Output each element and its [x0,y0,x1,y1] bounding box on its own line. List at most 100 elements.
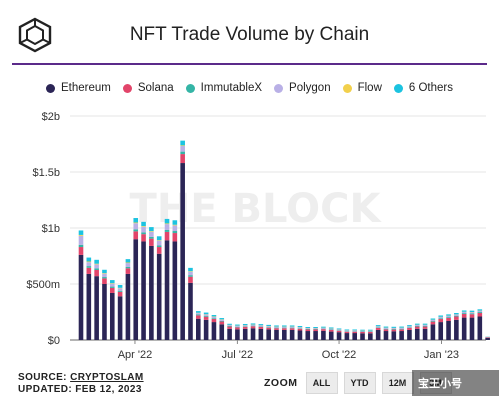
bar-segment-6-others[interactable] [188,267,193,272]
bar-segment-polygon[interactable] [289,326,295,328]
bar-segment-ethereum[interactable] [477,316,483,340]
bar-segment-polygon[interactable] [250,324,256,326]
bar-segment-6-others[interactable] [282,325,287,327]
bar-segment-ethereum[interactable] [149,245,154,340]
bar-segment-solana[interactable] [172,233,178,242]
bar-segment-polygon[interactable] [407,326,412,328]
bar-segment-polygon[interactable] [430,319,436,321]
bar-segment-flow[interactable] [78,234,84,236]
bar-segment-solana[interactable] [141,234,146,242]
bar-segment-6-others[interactable] [375,325,381,327]
bar-segment-solana[interactable] [485,337,490,338]
bar-segment-ethereum[interactable] [156,253,162,340]
bar-segment-polygon[interactable] [164,224,170,230]
bar-segment-ethereum[interactable] [407,329,412,340]
bar-segment-ethereum[interactable] [180,163,185,340]
bar-segment-6-others[interactable] [211,315,217,317]
bar-segment-flow[interactable] [164,223,170,225]
bar-segment-ethereum[interactable] [430,324,436,340]
bar-segment-polygon[interactable] [219,319,225,321]
bar-segment-6-others[interactable] [219,318,225,320]
bar-segment-6-others[interactable] [117,285,123,288]
bar-segment-ethereum[interactable] [289,329,295,340]
bar-segment-6-others[interactable] [328,327,334,329]
bar-segment-ethereum[interactable] [399,331,404,340]
bar-segment-polygon[interactable] [391,328,397,330]
bar-segment-polygon[interactable] [297,327,303,329]
bar-segment-ethereum[interactable] [328,331,334,340]
bar-segment-ethereum[interactable] [485,337,490,340]
bar-segment-6-others[interactable] [156,236,162,241]
bar-segment-immutablex[interactable] [102,277,107,279]
bar-segment-ethereum[interactable] [133,239,139,340]
bar-segment-6-others[interactable] [422,323,428,325]
bar-segment-6-others[interactable] [102,269,107,274]
bar-segment-immutablex[interactable] [266,327,271,328]
bar-segment-solana[interactable] [352,331,357,334]
bar-segment-ethereum[interactable] [102,284,107,340]
bar-segment-6-others[interactable] [391,326,397,328]
bar-segment-solana[interactable] [446,317,451,321]
bar-segment-6-others[interactable] [266,324,271,326]
bar-segment-solana[interactable] [477,312,483,317]
bar-segment-ethereum[interactable] [344,333,350,340]
bar-segment-6-others[interactable] [407,325,412,327]
bar-segment-ethereum[interactable] [336,332,342,340]
bar-segment-6-others[interactable] [125,259,131,263]
bar-segment-immutablex[interactable] [477,312,483,313]
bar-segment-solana[interactable] [414,326,420,329]
bar-segment-polygon[interactable] [149,231,154,237]
bar-segment-immutablex[interactable] [196,314,201,316]
bar-segment-solana[interactable] [180,154,185,164]
bar-segment-ethereum[interactable] [125,273,131,340]
bar-segment-immutablex[interactable] [297,328,303,329]
legend-item[interactable]: 6 Others [393,82,453,94]
bar-segment-solana[interactable] [344,331,350,334]
bar-segment-ethereum[interactable] [305,331,311,340]
bar-segment-polygon[interactable] [78,235,84,245]
bar-segment-flow[interactable] [188,271,193,272]
bar-segment-6-others[interactable] [454,313,459,315]
bar-segment-6-others[interactable] [383,326,389,328]
bar-segment-immutablex[interactable] [282,327,287,329]
bar-segment-6-others[interactable] [149,227,154,232]
bar-segment-polygon[interactable] [360,330,365,332]
bar-segment-immutablex[interactable] [86,266,92,268]
bar-segment-solana[interactable] [102,278,107,284]
bar-segment-immutablex[interactable] [78,244,84,248]
bar-segment-immutablex[interactable] [211,318,217,319]
bar-segment-solana[interactable] [250,326,256,329]
bar-segment-polygon[interactable] [109,283,115,287]
bar-segment-flow[interactable] [141,226,146,227]
bar-segment-solana[interactable] [133,231,139,240]
bar-segment-polygon[interactable] [336,329,342,331]
bar-segment-ethereum[interactable] [446,320,451,340]
bar-segment-6-others[interactable] [250,323,256,325]
bar-segment-solana[interactable] [78,247,84,255]
bar-segment-solana[interactable] [461,314,467,318]
bar-segment-solana[interactable] [454,316,459,320]
bar-segment-immutablex[interactable] [188,275,193,277]
bar-segment-ethereum[interactable] [461,317,467,340]
bar-segment-polygon[interactable] [328,328,334,330]
bar-segment-polygon[interactable] [141,226,146,233]
bar-segment-polygon[interactable] [282,326,287,328]
bar-segment-solana[interactable] [407,327,412,330]
bar-segment-immutablex[interactable] [125,266,131,269]
bar-segment-polygon[interactable] [102,273,107,278]
bar-segment-ethereum[interactable] [188,282,193,340]
bar-segment-polygon[interactable] [446,315,451,318]
bar-segment-polygon[interactable] [352,330,357,332]
bar-segment-6-others[interactable] [180,140,185,146]
bar-segment-6-others[interactable] [469,310,475,312]
bar-segment-6-others[interactable] [242,323,248,326]
bar-segment-ethereum[interactable] [383,331,389,340]
bar-segment-ethereum[interactable] [297,330,303,340]
legend-item[interactable]: Ethereum [46,82,111,94]
legend-item[interactable]: Solana [122,82,174,94]
source-link[interactable]: CRYPTOSLAM [70,372,144,383]
bar-segment-immutablex[interactable] [438,318,444,319]
bar-segment-polygon[interactable] [156,240,162,246]
bar-segment-6-others[interactable] [258,324,264,326]
bar-segment-solana[interactable] [282,328,287,330]
